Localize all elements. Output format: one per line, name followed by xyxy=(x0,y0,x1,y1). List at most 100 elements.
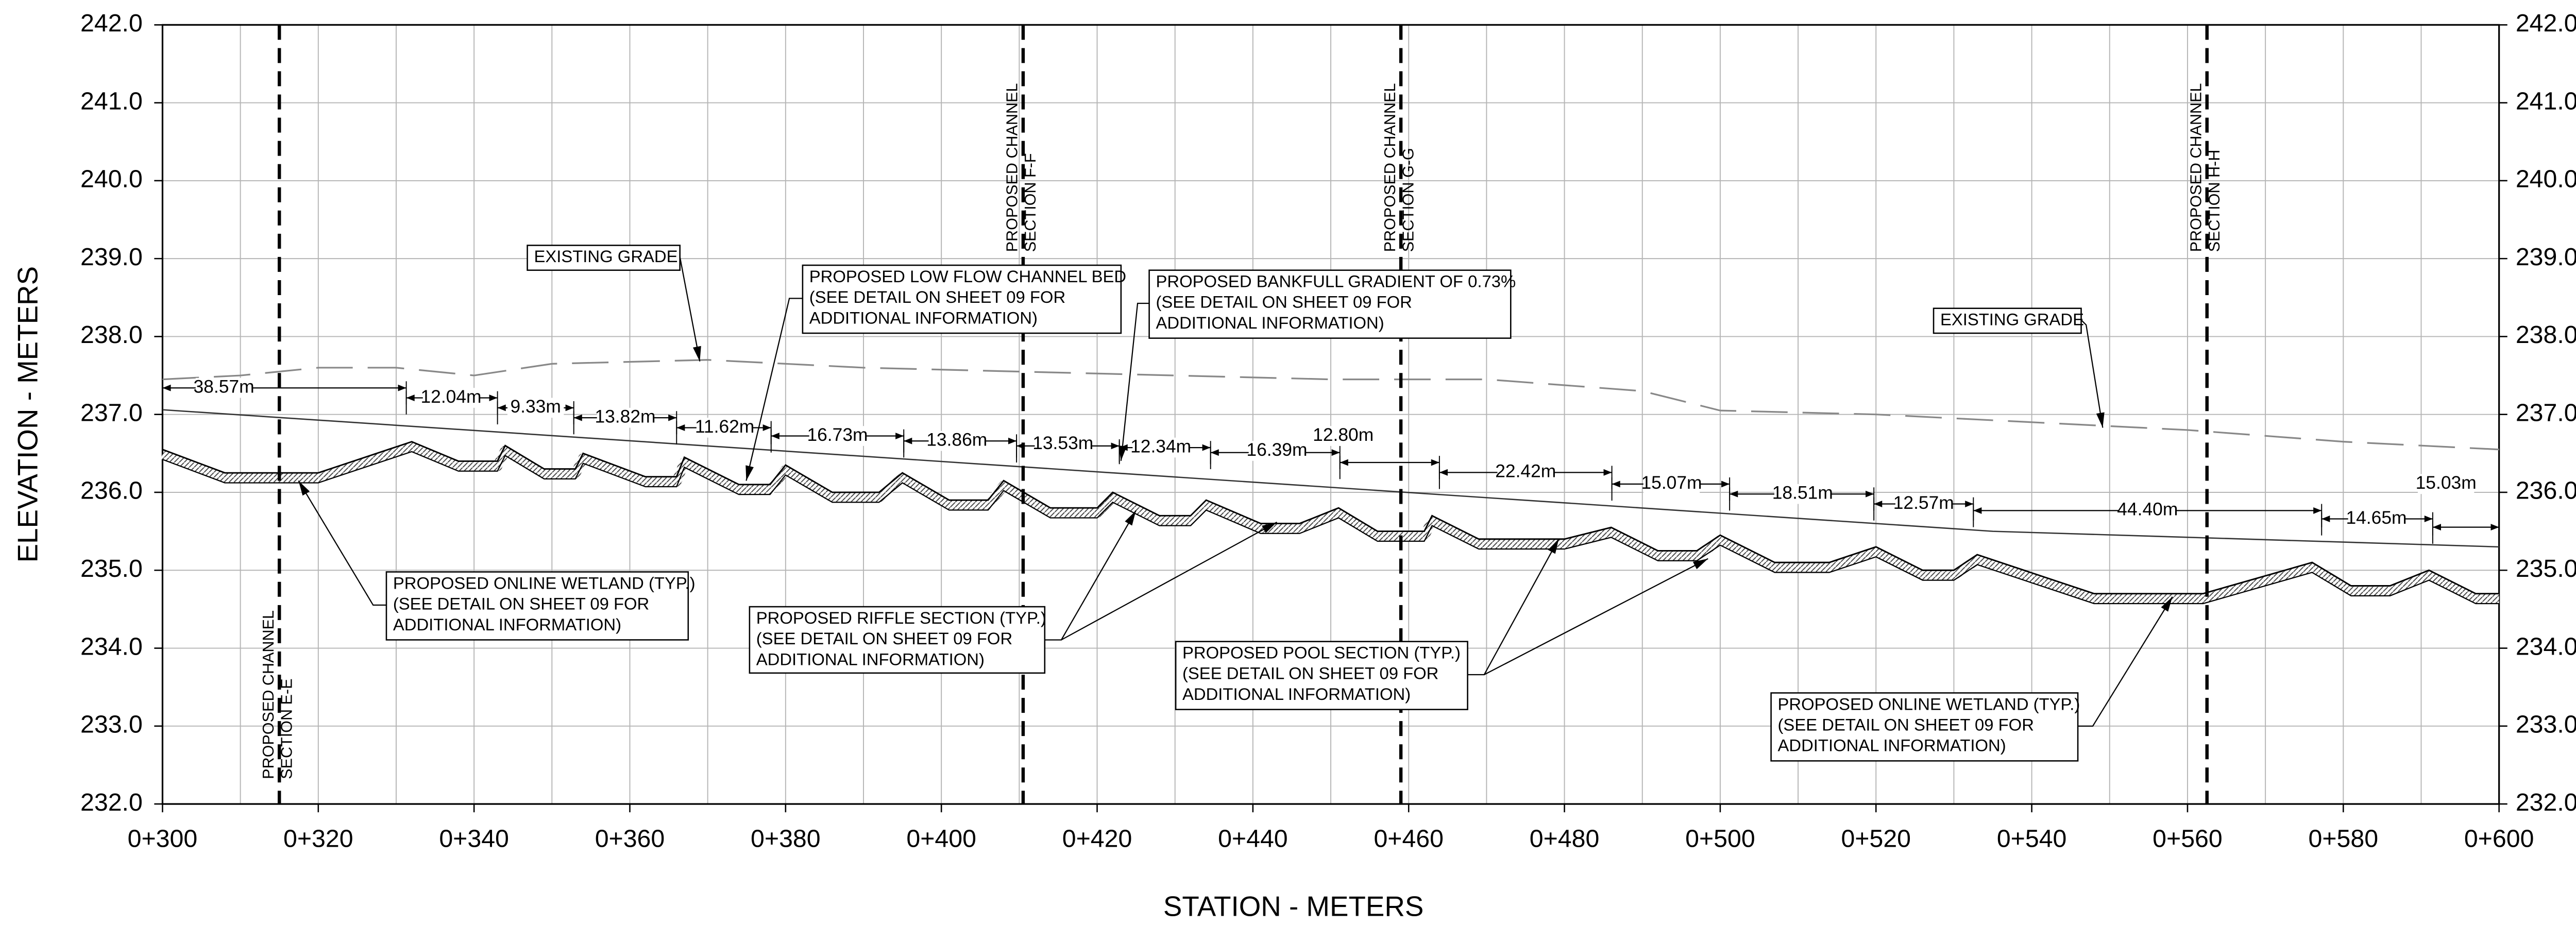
dimension-label: 16.73m xyxy=(807,424,868,445)
y-tick-label: 234.0 xyxy=(80,632,143,660)
y-tick-label-right: 242.0 xyxy=(2516,9,2576,37)
dimension-label-bg xyxy=(597,407,654,428)
dimension-label-bg xyxy=(2417,474,2475,494)
dimension-label-bg xyxy=(1643,474,1700,494)
leader-arrow xyxy=(2096,412,2105,428)
x-tick-label: 0+440 xyxy=(1218,825,1288,853)
dimension-label-bg xyxy=(1497,462,1554,483)
dimension-label-bg xyxy=(809,426,866,446)
x-tick-label: 0+520 xyxy=(1841,825,1911,853)
leader-arrow xyxy=(298,481,310,496)
dimension-label: 44.40m xyxy=(2117,499,2178,520)
y-tick-label-right: 232.0 xyxy=(2516,788,2576,816)
leader-line xyxy=(2080,319,2104,428)
y-tick-label: 236.0 xyxy=(80,477,143,505)
callout-box xyxy=(1148,269,1512,339)
callout-text: ADDITIONAL INFORMATION) xyxy=(393,615,621,634)
dimension-label-bg xyxy=(195,378,252,398)
dimension-label: 38.57m xyxy=(194,376,255,397)
dimension-label: 14.65m xyxy=(2346,507,2406,528)
y-tick-label-right: 240.0 xyxy=(2516,165,2576,193)
x-tick-label: 0+320 xyxy=(283,825,353,853)
y-tick-label-right: 235.0 xyxy=(2516,555,2576,582)
bankfull-gradient xyxy=(162,409,2499,548)
channel-bed-fill xyxy=(161,441,2499,604)
callout-text: (SEE DETAIL ON SHEET 09 FOR xyxy=(1778,715,2034,734)
y-tick-label-right: 238.0 xyxy=(2516,321,2576,349)
dimension-label-bg xyxy=(1774,484,1831,504)
dimension-label: 12.57m xyxy=(1893,492,1954,513)
callout-box xyxy=(1770,692,2079,762)
dimension-label: 15.03m xyxy=(2416,472,2477,493)
leader-line xyxy=(1120,302,1149,461)
callout-text: ADDITIONAL INFORMATION) xyxy=(1182,684,1411,704)
y-tick-label-right: 234.0 xyxy=(2516,632,2576,660)
y-tick-label-right: 236.0 xyxy=(2516,477,2576,505)
callout-box xyxy=(802,264,1122,334)
callout-text: PROPOSED POOL SECTION (TYP.) xyxy=(1182,643,1461,662)
callout-text: (SEE DETAIL ON SHEET 09 FOR xyxy=(809,287,1065,306)
dimension-label-bg xyxy=(2119,501,2176,521)
callout-text: PROPOSED ONLINE WETLAND (TYP.) xyxy=(393,573,696,592)
y-tick-label: 242.0 xyxy=(80,9,143,37)
x-tick-label: 0+600 xyxy=(2464,825,2534,853)
leader-arrow xyxy=(2161,596,2173,612)
leader-arrow xyxy=(692,346,701,362)
x-tick-label: 0+300 xyxy=(128,825,198,853)
x-tick-label: 0+380 xyxy=(751,825,821,853)
leader-arrow xyxy=(1125,510,1136,526)
callout-text: EXISTING GRADE xyxy=(1940,310,2084,329)
dimension-label: 13.53m xyxy=(1032,433,1093,453)
dimension-label: 16.39m xyxy=(1246,439,1307,460)
existing-grade xyxy=(162,359,2499,451)
x-tick-label: 0+360 xyxy=(595,825,665,853)
callout-box xyxy=(1933,307,2082,334)
dimension-label: 12.34m xyxy=(1130,436,1191,456)
dimension-label-bg xyxy=(696,418,753,438)
leader-line xyxy=(2078,596,2173,727)
section-label: SECTION G-G xyxy=(1399,148,1417,252)
y-tick-label: 232.0 xyxy=(80,788,143,816)
callout-text: ADDITIONAL INFORMATION) xyxy=(1778,736,2006,755)
section-label: PROPOSED CHANNEL xyxy=(1381,83,1399,252)
leader-line xyxy=(1484,558,1708,676)
leader-line xyxy=(679,256,701,362)
y-tick-label: 241.0 xyxy=(80,87,143,115)
dimension-label-bg xyxy=(1315,426,1371,446)
callout-box xyxy=(385,571,689,641)
dimension-label-bg xyxy=(422,388,480,408)
y-tick-label-right: 239.0 xyxy=(2516,243,2576,271)
x-tick-label: 0+480 xyxy=(1530,825,1600,853)
dimension-label: 11.62m xyxy=(695,416,754,437)
leader-line xyxy=(745,298,803,481)
y-tick-label: 237.0 xyxy=(80,399,143,426)
dimension-label: 15.07m xyxy=(1641,472,1702,493)
dimension-label: 12.80m xyxy=(1313,424,1374,445)
section-label: PROPOSED CHANNEL xyxy=(2188,83,2205,252)
dimension-arrow xyxy=(497,404,574,411)
dimension-label: 9.33m xyxy=(510,396,561,417)
y-tick-label: 239.0 xyxy=(80,243,143,271)
callout-text: EXISTING GRADE xyxy=(534,247,677,266)
y-tick-label-right: 241.0 xyxy=(2516,87,2576,115)
section-label: SECTION F-F xyxy=(1022,153,1039,252)
leader-line xyxy=(298,480,386,606)
dimension-label-bg xyxy=(1035,434,1091,454)
section-label: PROPOSED CHANNEL xyxy=(1004,83,1021,252)
y-tick-label: 235.0 xyxy=(80,555,143,582)
x-tick-label: 0+460 xyxy=(1374,825,1444,853)
dimension-label: 12.04m xyxy=(420,386,481,407)
callout-text: (SEE DETAIL ON SHEET 09 FOR xyxy=(756,629,1012,648)
x-tick-label: 0+580 xyxy=(2309,825,2379,853)
dimension-label: 13.82m xyxy=(595,406,655,426)
leader-arrow xyxy=(1118,445,1127,461)
leader-line xyxy=(1061,521,1277,641)
x-tick-label: 0+560 xyxy=(2153,825,2223,853)
leader-arrow xyxy=(1262,522,1277,533)
x-axis-title: STATION - METERS xyxy=(1163,890,1423,922)
callout-box xyxy=(527,245,681,271)
x-tick-label: 0+500 xyxy=(1685,825,1755,853)
